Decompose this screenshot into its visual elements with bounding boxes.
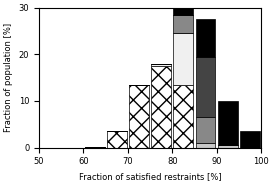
Bar (129, 85, 149, 148)
Bar (218, 145, 238, 148)
Bar (85, 147, 105, 148)
Bar (195, 19, 215, 57)
Bar (195, 117, 215, 143)
Y-axis label: Fraction of population [%]: Fraction of population [%] (4, 23, 13, 132)
Bar (195, 143, 215, 148)
Bar (173, 15, 193, 33)
Bar (173, 85, 193, 148)
Bar (151, 66, 171, 148)
Bar (195, 57, 215, 117)
Bar (173, 33, 193, 85)
Bar (240, 131, 260, 148)
Bar (218, 101, 238, 145)
Bar (173, 0, 193, 15)
X-axis label: Fraction of satisfied restraints [%]: Fraction of satisfied restraints [%] (79, 172, 221, 181)
Bar (107, 131, 127, 148)
Bar (151, 64, 171, 66)
